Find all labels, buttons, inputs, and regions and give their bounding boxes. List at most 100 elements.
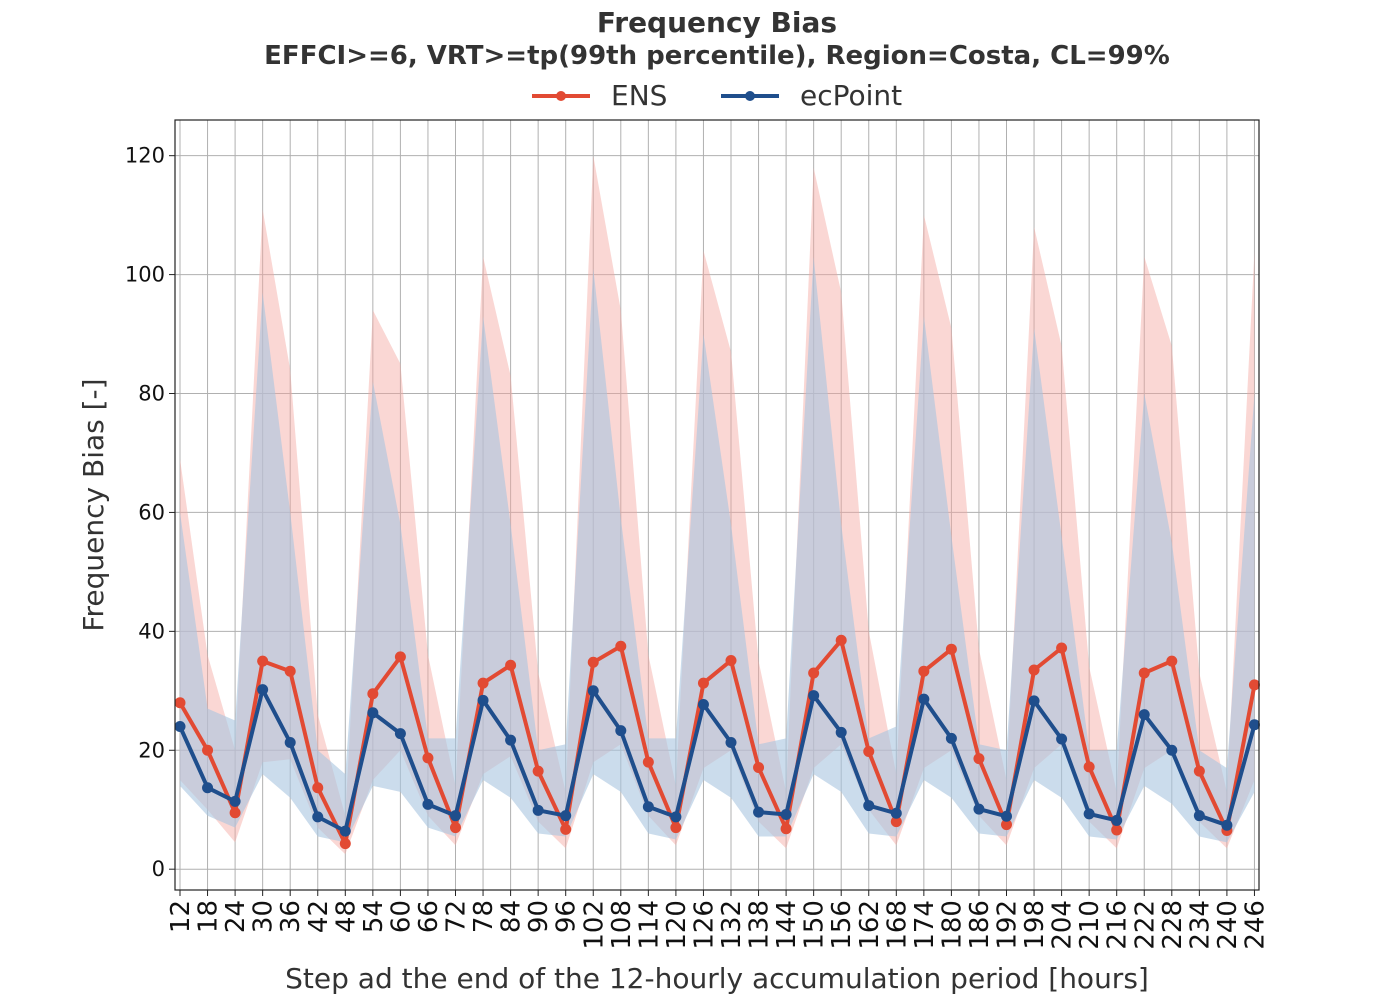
xtick-label-24: 24	[221, 900, 251, 933]
y-axis-ticks: 0 20 40 60 80 100 120	[125, 144, 175, 881]
legend-ens-label: ENS	[611, 79, 667, 112]
point-ens-126	[697, 677, 709, 689]
point-ens-12	[174, 697, 186, 709]
point-ecpoint-174	[918, 693, 930, 705]
xtick-label-108: 108	[607, 900, 637, 950]
chart-title: Frequency Bias	[597, 6, 837, 39]
xtick-label-78: 78	[469, 900, 499, 933]
ytick-label-120: 120	[125, 144, 165, 168]
point-ecpoint-36	[284, 737, 296, 749]
point-ecpoint-48	[339, 825, 351, 837]
point-ens-174	[918, 665, 930, 677]
point-ecpoint-78	[477, 694, 489, 706]
point-ecpoint-234	[1193, 810, 1205, 822]
point-ecpoint-180	[945, 732, 957, 744]
ytick-label-60: 60	[138, 500, 165, 524]
point-ens-60	[394, 651, 406, 663]
y-axis-label: Frequency Bias [-]	[77, 378, 110, 631]
xtick-label-150: 150	[800, 900, 830, 950]
point-ecpoint-24	[229, 795, 241, 807]
point-ens-84	[505, 659, 517, 671]
legend-ens-marker	[556, 91, 566, 101]
point-ecpoint-120	[670, 811, 682, 823]
point-ens-186	[973, 753, 985, 765]
x-axis-label: Step ad the end of the 12-hourly accumul…	[285, 962, 1149, 995]
point-ens-162	[863, 745, 875, 757]
xtick-label-96: 96	[552, 900, 582, 933]
xtick-label-228: 228	[1158, 900, 1188, 950]
ytick-label-40: 40	[138, 619, 165, 643]
point-ens-180	[945, 643, 957, 655]
xtick-label-30: 30	[249, 900, 279, 933]
xtick-label-198: 198	[1020, 900, 1050, 950]
point-ens-216	[1111, 824, 1123, 836]
series-markers	[174, 634, 1260, 850]
xtick-label-36: 36	[276, 900, 306, 933]
xtick-label-180: 180	[937, 900, 967, 950]
legend: ENS ecPoint	[532, 79, 902, 112]
point-ecpoint-84	[505, 734, 517, 746]
point-ens-132	[725, 654, 737, 666]
point-ecpoint-138	[753, 806, 765, 818]
xtick-label-90: 90	[524, 900, 554, 933]
point-ecpoint-192	[1001, 810, 1012, 822]
xtick-label-138: 138	[745, 900, 775, 950]
xtick-label-192: 192	[993, 900, 1023, 950]
point-ens-144	[780, 823, 792, 835]
point-ens-108	[615, 640, 627, 652]
point-ecpoint-168	[890, 807, 902, 819]
xtick-label-114: 114	[634, 900, 664, 950]
point-ecpoint-18	[202, 782, 214, 794]
ytick-label-0: 0	[152, 857, 165, 881]
point-ecpoint-60	[394, 728, 406, 740]
xtick-label-120: 120	[662, 900, 692, 950]
point-ecpoint-54	[367, 707, 379, 719]
point-ecpoint-246	[1248, 719, 1260, 731]
xtick-label-204: 204	[1048, 900, 1078, 950]
point-ecpoint-114	[642, 801, 654, 813]
point-ecpoint-228	[1166, 744, 1178, 756]
point-ens-120	[670, 822, 682, 834]
point-ecpoint-204	[1056, 733, 1068, 745]
xtick-label-168: 168	[882, 900, 912, 950]
ytick-label-100: 100	[125, 263, 165, 287]
point-ens-102	[587, 656, 599, 668]
point-ens-234	[1193, 765, 1205, 777]
point-ecpoint-216	[1111, 814, 1123, 826]
x-axis-ticks: 1218243036424854606672788490961021081141…	[166, 890, 1270, 950]
xtick-label-234: 234	[1185, 900, 1215, 950]
xtick-label-18: 18	[194, 900, 224, 933]
point-ens-192	[1001, 819, 1012, 831]
point-ens-66	[422, 752, 434, 764]
point-ens-156	[835, 634, 847, 646]
xtick-label-66: 66	[414, 900, 444, 933]
legend-ecpoint-marker	[745, 91, 755, 101]
point-ecpoint-72	[450, 810, 461, 822]
xtick-label-60: 60	[386, 900, 416, 933]
point-ens-246	[1248, 679, 1260, 691]
point-ens-24	[229, 807, 241, 819]
point-ens-222	[1138, 667, 1150, 679]
ci-band-ecpoint	[180, 256, 1255, 843]
point-ecpoint-240	[1221, 819, 1233, 831]
xtick-label-222: 222	[1130, 900, 1160, 950]
xtick-label-240: 240	[1213, 900, 1243, 950]
point-ecpoint-42	[312, 811, 324, 823]
xtick-label-132: 132	[717, 900, 747, 950]
xtick-label-210: 210	[1075, 900, 1105, 950]
plot-area-frame	[174, 119, 1260, 891]
confidence-bands	[180, 155, 1255, 855]
point-ens-150	[808, 667, 820, 679]
ytick-label-20: 20	[138, 738, 165, 762]
point-ens-36	[284, 665, 296, 677]
point-ens-138	[753, 762, 765, 774]
xtick-label-48: 48	[331, 900, 361, 933]
xtick-label-156: 156	[827, 900, 857, 950]
point-ecpoint-132	[725, 737, 737, 749]
xtick-label-144: 144	[772, 900, 802, 950]
point-ecpoint-66	[422, 798, 434, 810]
point-ecpoint-102	[587, 685, 599, 697]
point-ecpoint-210	[1083, 808, 1095, 820]
point-ecpoint-30	[257, 684, 269, 696]
